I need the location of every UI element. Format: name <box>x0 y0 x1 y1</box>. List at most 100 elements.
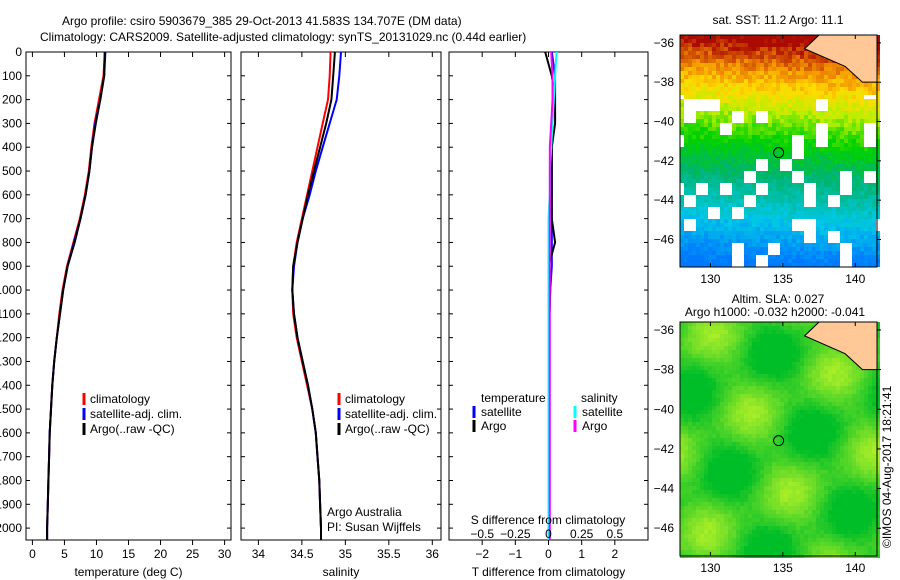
map-cell <box>696 358 700 362</box>
map-cell <box>876 67 880 71</box>
map-cell <box>780 191 784 195</box>
map-cell <box>728 179 732 183</box>
map-cell <box>848 155 852 159</box>
map-cell <box>704 71 708 75</box>
map-cell <box>696 438 700 442</box>
map-cell <box>784 506 788 510</box>
map-cell <box>828 103 832 107</box>
map-cell <box>868 195 872 199</box>
map-cell <box>820 514 824 518</box>
map-cell <box>808 362 812 366</box>
map-cell <box>680 538 684 542</box>
map-cell <box>852 167 856 171</box>
map-cell <box>804 534 808 538</box>
map-cell <box>724 406 728 410</box>
map-cell <box>736 438 740 442</box>
map-cell <box>768 239 772 243</box>
map-cell <box>872 247 876 251</box>
map-cell <box>736 462 740 466</box>
map-cell <box>852 143 856 147</box>
map-cell <box>792 426 796 430</box>
map-cell <box>704 199 708 203</box>
map-cell <box>824 382 828 386</box>
map-cell <box>796 103 800 107</box>
map-cell <box>800 63 804 67</box>
map-cell <box>736 135 740 139</box>
map-cell <box>756 223 760 227</box>
map-cell <box>768 207 772 211</box>
map-cell <box>752 398 756 402</box>
map-cell <box>680 382 684 386</box>
map-cell <box>716 175 720 179</box>
map-cell <box>820 374 824 378</box>
map-cell <box>728 494 732 498</box>
map-cell <box>756 542 760 546</box>
map-cell <box>804 490 808 494</box>
map-cell <box>700 322 704 326</box>
map-cell <box>740 159 744 163</box>
map-cell <box>776 163 780 167</box>
map-cell <box>792 358 796 362</box>
map-cell <box>824 199 828 203</box>
map-cell <box>732 366 736 370</box>
map-cell <box>716 494 720 498</box>
map-cell <box>736 358 740 362</box>
map-cell <box>780 219 784 223</box>
map-cell <box>756 426 760 430</box>
map-cell <box>728 518 732 522</box>
map-cell <box>696 426 700 430</box>
map-cell <box>820 159 824 163</box>
map-cell <box>728 63 732 67</box>
map-cell <box>696 199 700 203</box>
map-cell <box>756 534 760 538</box>
map-cell <box>724 143 728 147</box>
map-cell <box>744 442 748 446</box>
map-cell <box>724 167 728 171</box>
map-cell <box>720 382 724 386</box>
map-cell <box>764 235 768 239</box>
map-cell <box>804 418 808 422</box>
map-cell <box>780 386 784 390</box>
map-cell <box>776 239 780 243</box>
map-cell <box>772 255 776 259</box>
map-cell <box>716 115 720 119</box>
map-cell <box>680 386 684 390</box>
map-cell <box>772 163 776 167</box>
map-cell <box>696 394 700 398</box>
map-cell <box>712 91 716 95</box>
map-cell <box>692 79 696 83</box>
map-cell <box>704 518 708 522</box>
map-cell <box>724 422 728 426</box>
map-cell <box>796 326 800 330</box>
map-cell <box>736 498 740 502</box>
map-cell <box>792 438 796 442</box>
map-cell <box>700 87 704 91</box>
map-cell <box>856 239 860 243</box>
map-cell <box>844 79 848 83</box>
map-cell <box>796 454 800 458</box>
map-cell <box>812 486 816 490</box>
map-cell <box>696 75 700 79</box>
map-cell <box>796 386 800 390</box>
map-cell <box>708 175 712 179</box>
map-cell <box>868 103 872 107</box>
map-cell <box>708 534 712 538</box>
map-cell <box>772 183 776 187</box>
map-cell <box>680 326 684 330</box>
map-cell <box>772 87 776 91</box>
map-cell <box>704 151 708 155</box>
map-cell <box>780 63 784 67</box>
map-cell <box>780 414 784 418</box>
map-cell <box>828 346 832 350</box>
map-cell <box>724 219 728 223</box>
map-cell <box>720 350 724 354</box>
map-cell <box>740 155 744 159</box>
map-cell <box>776 87 780 91</box>
map-cell <box>800 462 804 466</box>
map-cell <box>744 478 748 482</box>
map-cell <box>860 191 864 195</box>
map-cell <box>684 79 688 83</box>
map-cell <box>736 474 740 478</box>
map-cell <box>784 494 788 498</box>
map-cell <box>740 466 744 470</box>
